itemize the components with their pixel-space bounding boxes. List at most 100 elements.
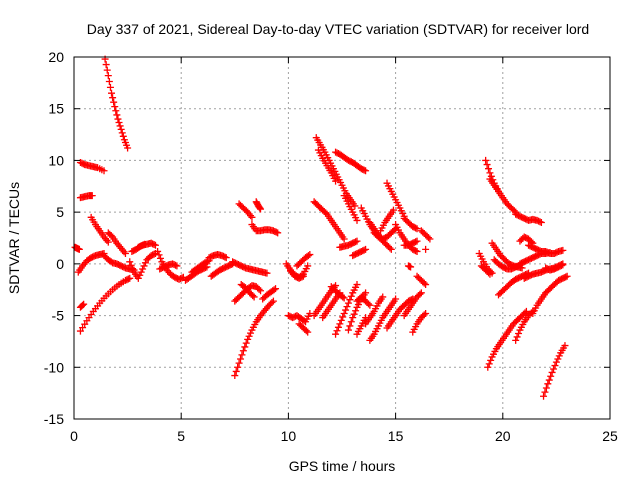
data-point [238,351,246,359]
y-tick-label: 0 [56,256,64,272]
data-point [337,316,345,324]
data-point [522,307,530,315]
data-point [178,274,186,282]
data-point [362,289,370,297]
data-point [347,292,355,300]
data-point [241,343,249,351]
data-point [413,247,421,255]
data-point [113,111,121,119]
data-point [550,365,558,373]
data-point [544,380,552,388]
data-point [554,355,562,363]
data-point [422,310,430,318]
data-point [537,218,545,226]
data-point [551,362,559,370]
data-point [333,327,341,335]
data-point [344,326,352,334]
data-point [392,295,400,303]
data-point [332,330,340,338]
data-point [171,261,179,269]
data-point [548,368,556,376]
data-point [306,251,314,259]
data-point [102,61,110,69]
data-point [104,238,112,246]
data-point [249,292,257,300]
x-tick-label: 0 [70,428,78,444]
data-point [541,388,549,396]
data-point [136,271,144,279]
data-point [413,237,421,245]
data-point [304,262,312,270]
data-point [139,241,147,249]
data-point [510,207,518,215]
chart-title: Day 337 of 2021, Sidereal Day-to-day VTE… [87,21,589,37]
data-point [416,290,424,298]
data-point [339,313,347,321]
data-point [387,245,395,253]
data-point [104,72,112,80]
data-point [239,347,247,355]
data-point [80,300,88,308]
data-point [336,320,344,328]
data-point [407,263,415,271]
data-point [482,156,490,164]
data-point [352,307,360,315]
data-point [150,250,158,258]
data-point [346,322,354,330]
data-point [235,359,243,367]
data-point [103,66,111,74]
x-tick-label: 15 [388,428,404,444]
data-point [201,264,209,272]
data-point [141,259,149,267]
data-point [413,225,421,233]
data-point [412,247,420,255]
data-point [244,335,252,343]
data-point [151,241,159,249]
data-point [360,246,368,254]
data-point [483,161,491,169]
data-point [272,285,280,293]
data-point [552,358,560,366]
data-point [422,245,430,253]
data-point [412,224,420,232]
data-point [302,327,310,335]
data-point [561,342,569,350]
data-point [513,333,521,341]
data-point [268,298,276,306]
data-point [134,274,142,282]
data-point [536,218,544,226]
data-point [257,205,265,213]
y-tick-label: -15 [44,411,64,427]
data-point [129,265,137,273]
data-point [79,301,87,309]
data-point [118,129,126,137]
data-point [304,328,312,336]
data-point [563,272,571,280]
data-point [555,352,563,360]
data-point [124,144,132,152]
data-point [422,281,430,289]
data-point [140,262,148,270]
data-point [112,107,120,115]
data-point [222,254,230,262]
data-point [257,287,265,295]
data-point [154,247,162,255]
data-point [126,274,134,282]
data-point [379,293,387,301]
data-point [126,258,134,266]
plot-frame [73,56,611,420]
data-point [100,167,108,175]
y-tick-label: 5 [56,204,64,220]
data-point [412,238,420,246]
data-point [150,241,158,249]
data-point [350,310,358,318]
data-point [339,293,347,301]
data-point [299,272,307,280]
data-point [352,238,360,246]
data-point [424,234,432,242]
y-tick-label: -10 [44,359,64,375]
y-axis-label: SDTVAR / TECUs [6,182,22,294]
data-point [547,372,555,380]
data-point [127,261,135,269]
data-point [137,268,145,276]
